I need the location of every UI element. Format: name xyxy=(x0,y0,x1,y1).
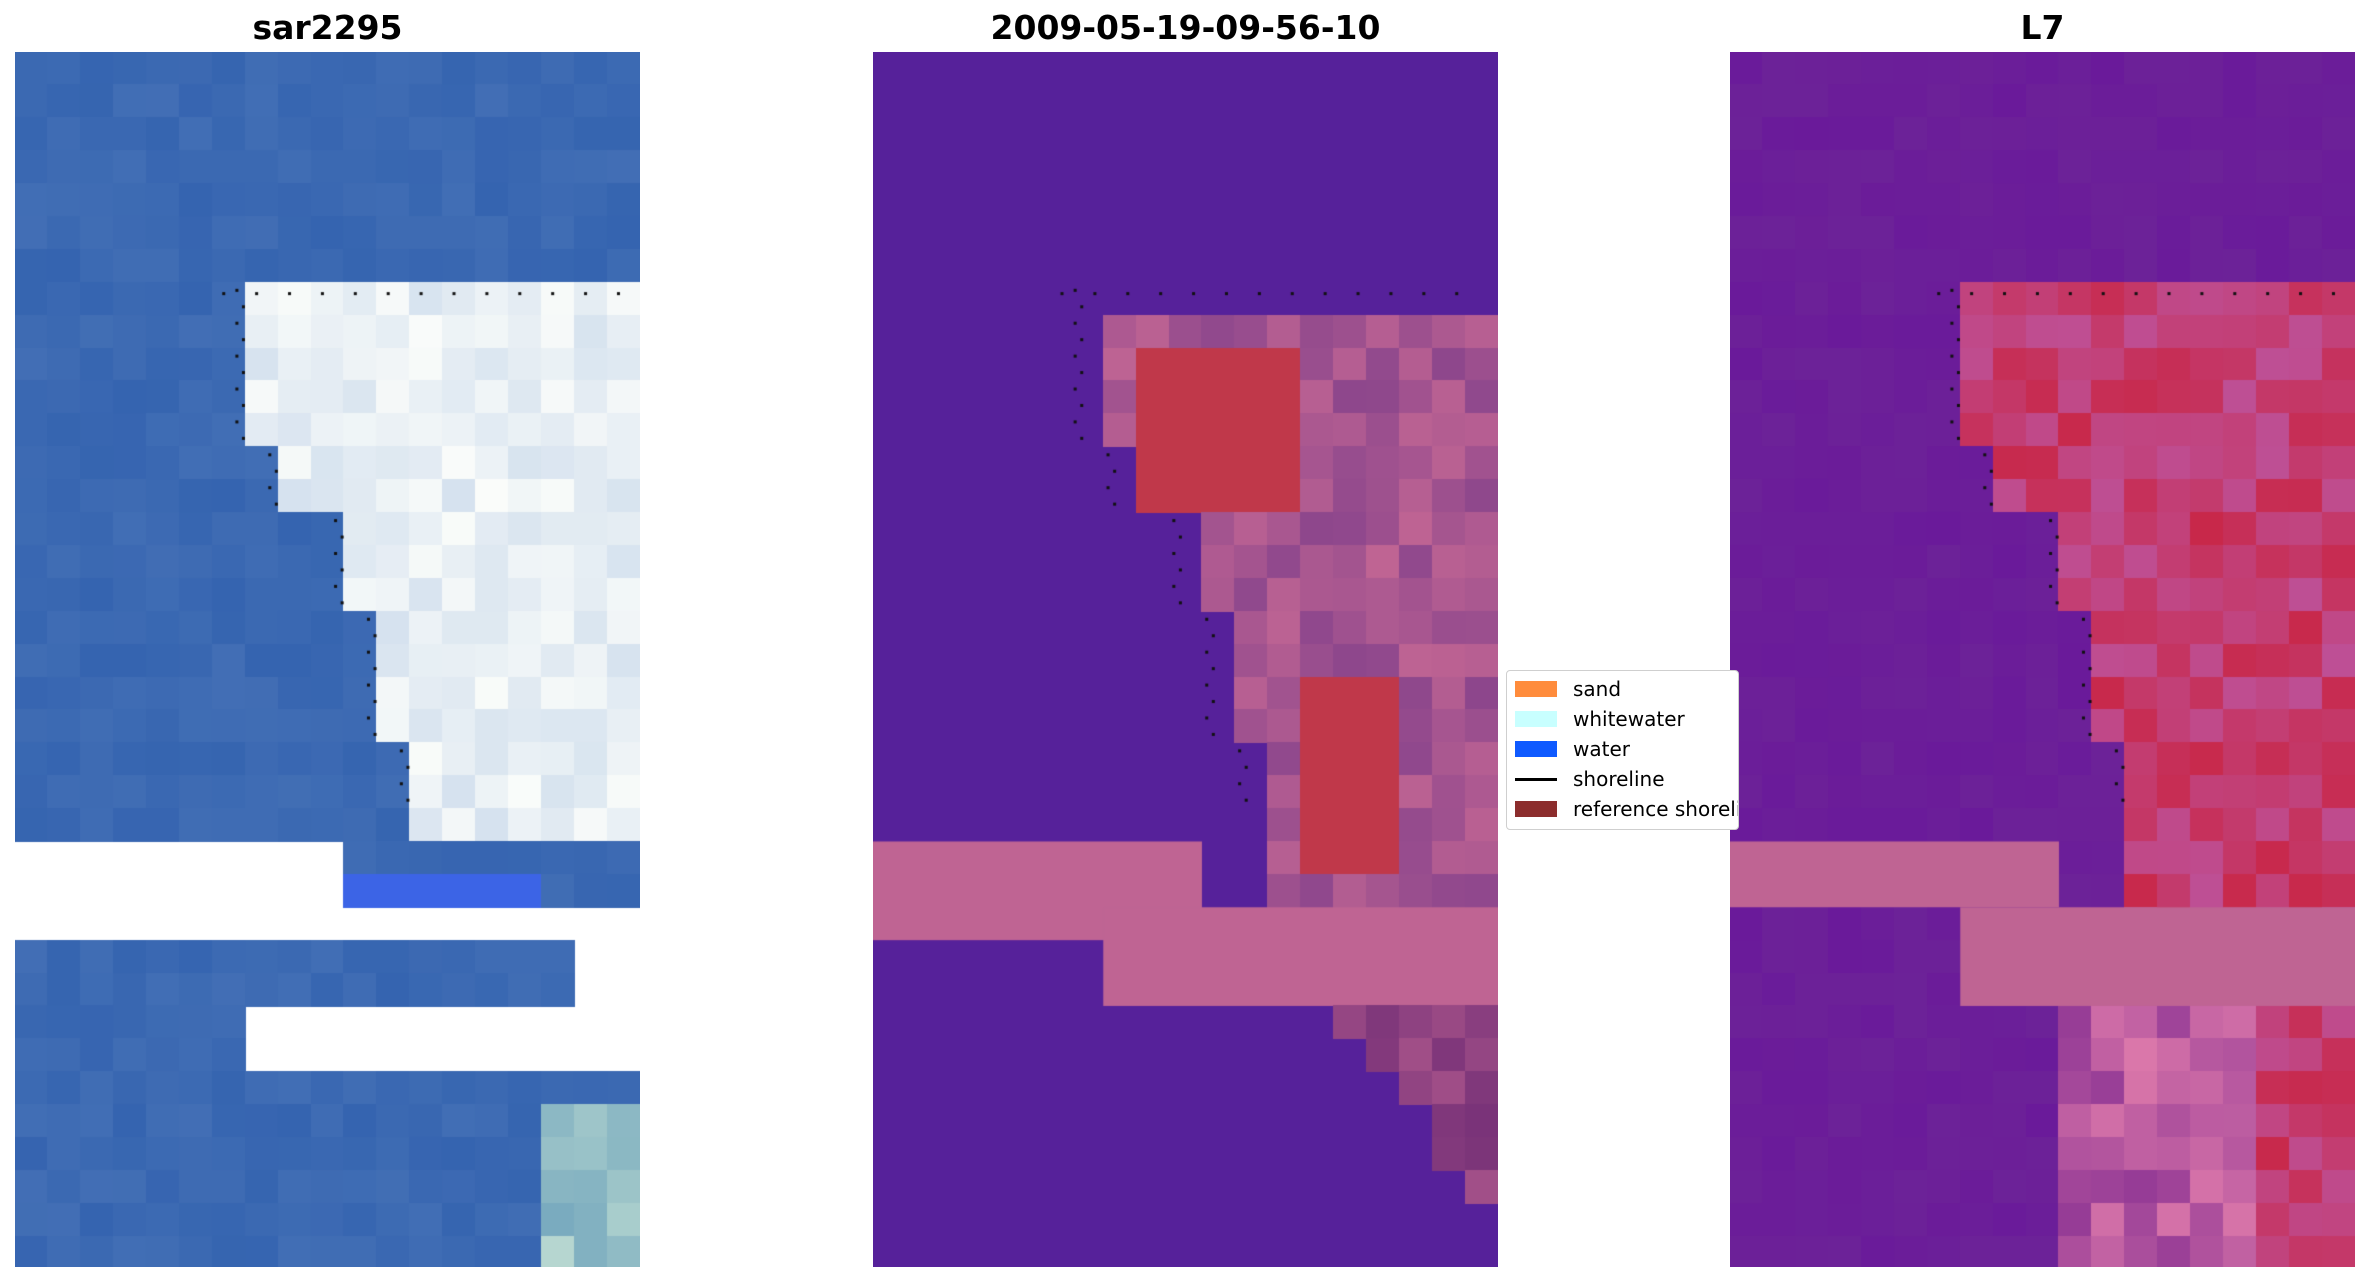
index-image-panel xyxy=(1730,52,2355,1267)
whitewater-swatch xyxy=(1515,711,1557,727)
rgb-image-panel xyxy=(15,52,640,1267)
legend-label-water: water xyxy=(1573,737,1630,761)
legend-item-sand: sand xyxy=(1515,674,1621,704)
panel-title-middle: 2009-05-19-09-56-10 xyxy=(990,8,1381,47)
legend-item-reference-shoreline: reference shoreline xyxy=(1515,794,1738,824)
classification-image-panel xyxy=(873,52,1498,1267)
water-swatch xyxy=(1515,741,1557,757)
legend: sand whitewater water shoreline referenc… xyxy=(1506,670,1739,830)
legend-item-whitewater: whitewater xyxy=(1515,704,1685,734)
shoreline-line-swatch xyxy=(1515,777,1557,781)
reference-shoreline-swatch xyxy=(1515,801,1557,817)
legend-label-sand: sand xyxy=(1573,677,1622,701)
rgb-image-canvas xyxy=(15,52,640,1267)
panel-title-left: sar2295 xyxy=(252,8,403,47)
legend-label-shoreline: shoreline xyxy=(1573,767,1665,791)
classification-image-canvas xyxy=(873,52,1498,1267)
panel-title-right: L7 xyxy=(2020,8,2065,47)
legend-label-reference-shoreline: reference shoreline xyxy=(1573,797,1738,821)
index-image-canvas xyxy=(1730,52,2355,1267)
sand-swatch xyxy=(1515,681,1557,697)
legend-item-water: water xyxy=(1515,734,1630,764)
legend-label-whitewater: whitewater xyxy=(1573,707,1685,731)
legend-item-shoreline: shoreline xyxy=(1515,764,1665,794)
